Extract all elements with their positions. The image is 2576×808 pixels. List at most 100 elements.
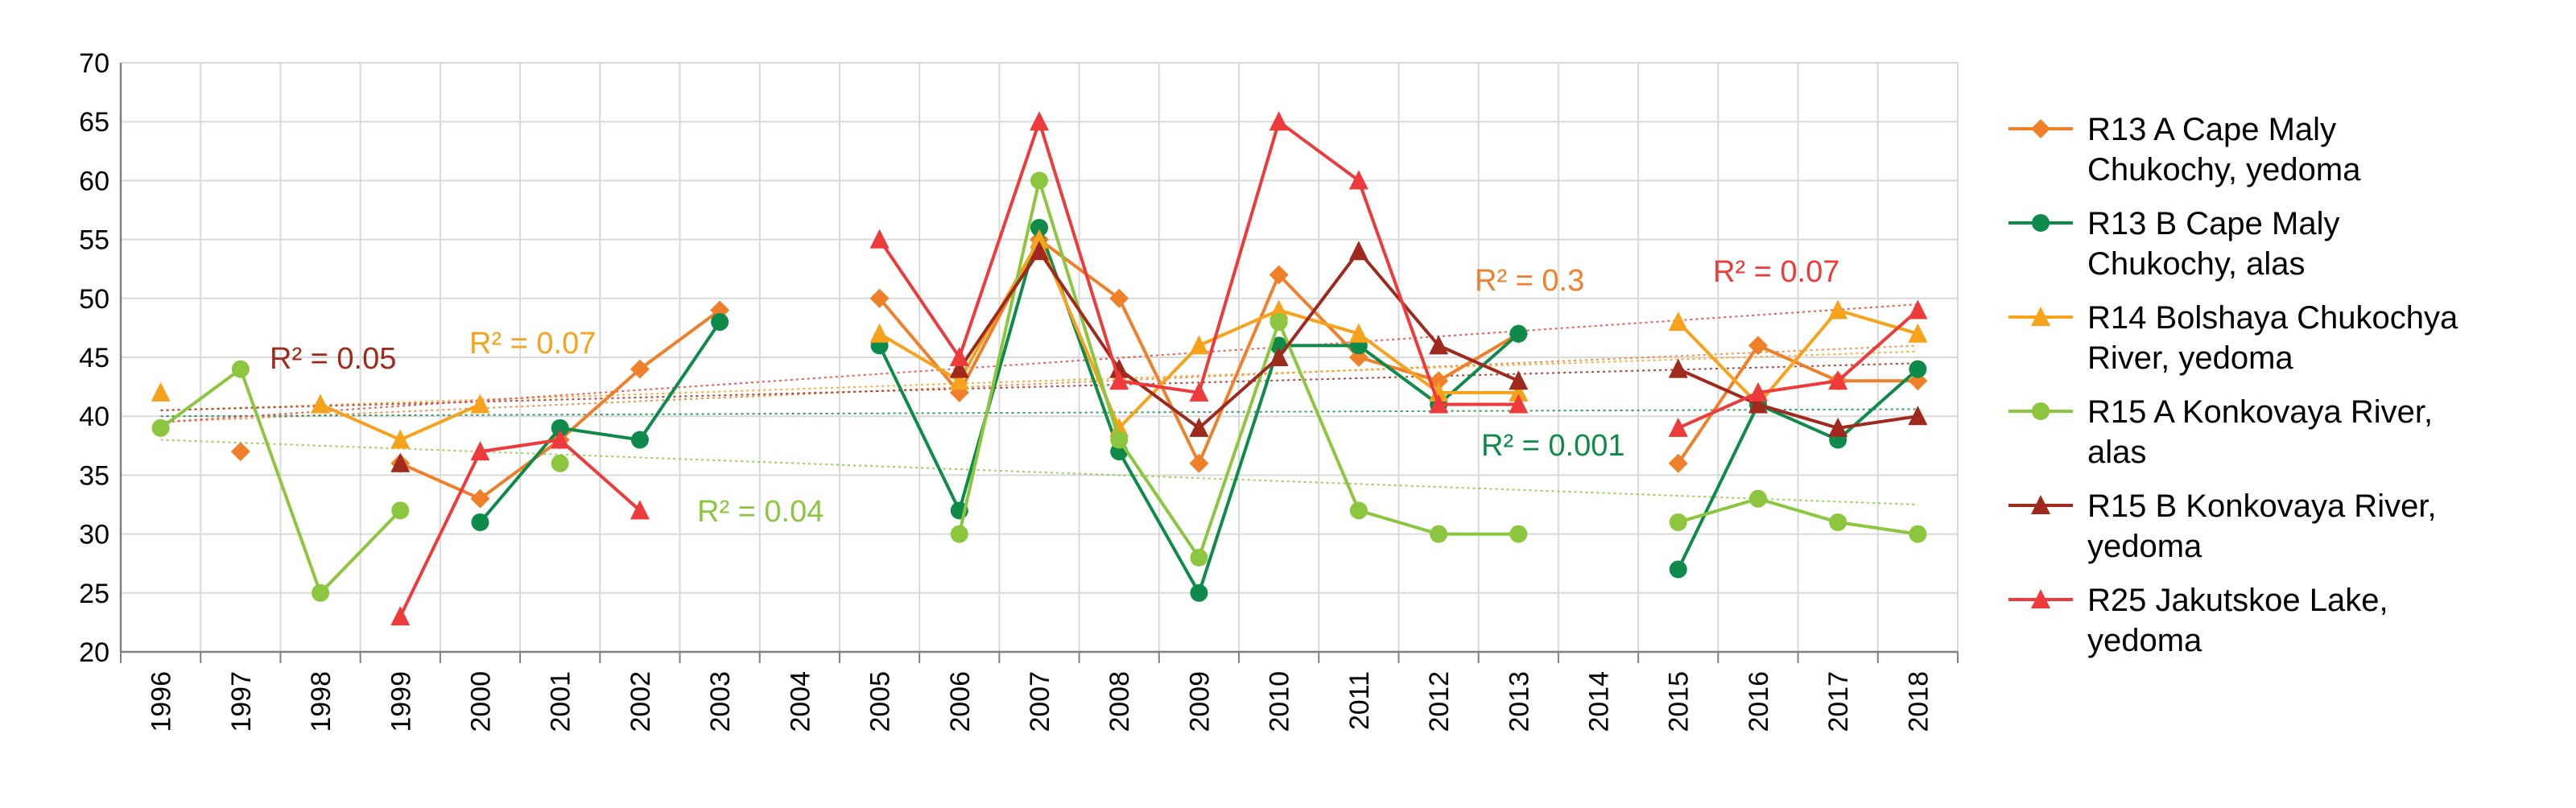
data-point-r25-jakutskoe-lake-yedoma <box>1429 394 1449 414</box>
data-point-r14-bolshaya-chukochya-river-yedoma <box>869 323 890 343</box>
data-point-r15-b-konkovaya-river-yedoma <box>949 358 969 378</box>
data-point-r15-a-konkovaya-river-alas <box>1030 171 1048 190</box>
y-tick-label: 20 <box>79 637 109 668</box>
x-tick-label: 2007 <box>1025 671 1055 732</box>
y-tick-label: 55 <box>79 225 109 256</box>
series-line-r13-b-cape-maly-chukochy-alas <box>478 320 721 524</box>
series-line-r15-b-konkovaya-river-yedoma <box>958 249 1520 430</box>
x-tick-label: 2000 <box>465 671 496 732</box>
x-tick-label: 1997 <box>226 671 257 732</box>
data-point-r15-b-konkovaya-river-yedoma <box>1908 406 1928 426</box>
data-point-r14-bolshaya-chukochya-river-yedoma <box>470 394 490 414</box>
data-point-r15-a-konkovaya-river-alas <box>1829 513 1847 531</box>
data-point-r14-bolshaya-chukochya-river-yedoma <box>1269 299 1289 319</box>
data-point-r14-bolshaya-chukochya-river-yedoma <box>1429 381 1449 402</box>
data-point-r13-b-cape-maly-chukochy-alas <box>1190 583 1208 602</box>
data-point-r15-b-konkovaya-river-yedoma <box>1668 358 1688 378</box>
data-point-r15-a-konkovaya-river-alas <box>1430 525 1448 543</box>
data-point-r15-a-konkovaya-river-alas <box>151 418 170 437</box>
data-point-r15-a-konkovaya-river-alas <box>1269 313 1288 332</box>
data-point-r14-bolshaya-chukochya-river-yedoma <box>1348 323 1368 343</box>
data-point-r14-bolshaya-chukochya-river-yedoma <box>949 370 969 390</box>
r-squared-label-r13-a-cape-maly-chukochy-yedoma: R² = 0.3 <box>1475 264 1584 298</box>
data-point-r13-b-cape-maly-chukochy-alas <box>1909 360 1927 378</box>
y-tick-label: 30 <box>79 520 109 550</box>
data-point-r15-b-konkovaya-river-yedoma <box>1269 347 1289 366</box>
x-tick-label: 2004 <box>785 671 815 732</box>
legend-label-r13-a-cape-maly-chukochy-yedoma: R13 A Cape Maly Chukochy, yedoma <box>2087 112 2361 188</box>
data-point-r15-a-konkovaya-river-alas <box>231 360 250 378</box>
data-point-r25-jakutskoe-lake-yedoma <box>1509 394 1529 414</box>
y-tick-label: 50 <box>79 284 109 315</box>
data-point-r25-jakutskoe-lake-yedoma <box>1668 417 1688 437</box>
data-point-r25-jakutskoe-lake-yedoma <box>1109 370 1129 390</box>
data-point-r14-bolshaya-chukochya-river-yedoma <box>1189 335 1209 355</box>
data-point-r15-b-konkovaya-river-yedoma <box>1748 394 1768 414</box>
r-squared-label-r15-b-konkovaya-river-yedoma: R² = 0.05 <box>270 342 396 376</box>
x-tick-label: 2012 <box>1424 671 1455 732</box>
y-tick-label: 25 <box>79 579 109 609</box>
data-point-r15-b-konkovaya-river-yedoma <box>1429 335 1449 355</box>
x-tick-label: 2008 <box>1104 671 1135 732</box>
series-line-r25-jakutskoe-lake-yedoma <box>1677 308 1919 430</box>
data-point-r13-a-cape-maly-chukochy-yedoma <box>1189 453 1209 473</box>
y-tick-label: 65 <box>79 107 109 138</box>
x-tick-label: 2005 <box>865 671 896 732</box>
legend-marker-r13-b-cape-maly-chukochy-alas <box>2032 214 2050 232</box>
data-point-r15-a-konkovaya-river-alas <box>1349 501 1368 520</box>
data-point-r25-jakutskoe-lake-yedoma <box>630 500 650 520</box>
data-point-r13-a-cape-maly-chukochy-yedoma <box>1429 371 1449 391</box>
data-point-r14-bolshaya-chukochya-river-yedoma <box>1908 323 1928 343</box>
x-tick-label: 2017 <box>1823 671 1854 732</box>
data-point-r15-a-konkovaya-river-alas <box>1509 525 1528 543</box>
data-point-r25-jakutskoe-lake-yedoma <box>1828 370 1848 390</box>
legend-label-r13-b-cape-maly-chukochy-alas: R13 B Cape Maly Chukochy, alas <box>2087 206 2339 282</box>
trendlines <box>160 303 1918 505</box>
data-point-r15-b-konkovaya-river-yedoma <box>1509 370 1529 390</box>
data-point-r15-a-konkovaya-river-alas <box>1110 431 1129 449</box>
r-squared-label-r13-b-cape-maly-chukochy-alas: R² = 0.001 <box>1481 429 1625 463</box>
data-point-r25-jakutskoe-lake-yedoma <box>1269 111 1289 131</box>
x-tick-label: 2002 <box>625 671 656 732</box>
data-point-r15-a-konkovaya-river-alas <box>1909 525 1927 543</box>
data-point-r14-bolshaya-chukochya-river-yedoma <box>390 429 411 449</box>
data-point-r14-bolshaya-chukochya-river-yedoma <box>1668 311 1688 332</box>
data-point-r14-bolshaya-chukochya-river-yedoma <box>1109 417 1129 437</box>
data-point-r13-a-cape-maly-chukochy-yedoma <box>1668 453 1688 473</box>
data-point-r13-a-cape-maly-chukochy-yedoma <box>869 288 890 308</box>
data-point-r13-b-cape-maly-chukochy-alas <box>471 513 489 531</box>
x-tick-label: 2001 <box>546 671 576 732</box>
x-tick-label: 1999 <box>386 671 416 732</box>
y-tick-label: 70 <box>79 48 109 79</box>
data-point-r25-jakutskoe-lake-yedoma <box>550 429 570 449</box>
data-point-r13-a-cape-maly-chukochy-yedoma <box>1748 336 1768 356</box>
series-line-r15-a-konkovaya-river-alas <box>1678 497 1918 536</box>
y-tick-label: 40 <box>79 402 109 432</box>
data-point-r25-jakutskoe-lake-yedoma <box>390 606 411 626</box>
trendline-r15-a-konkovaya-river-alas <box>160 439 1918 505</box>
axes: 20 25 30 35 40 45 50 55 60 65 70 1996 1997 1998 1999 20… <box>79 48 1959 732</box>
data-point-r13-b-cape-maly-chukochy-alas <box>1669 560 1687 579</box>
data-point-r15-b-konkovaya-river-yedoma <box>1828 417 1848 437</box>
series-line-r13-b-cape-maly-chukochy-alas <box>1676 368 1919 571</box>
data-point-r25-jakutskoe-lake-yedoma <box>949 347 969 366</box>
data-point-r13-b-cape-maly-chukochy-alas <box>1030 218 1048 237</box>
data-point-r14-bolshaya-chukochya-river-yedoma <box>311 394 331 414</box>
data-point-r25-jakutskoe-lake-yedoma <box>869 229 890 249</box>
legend-label-r15-a-konkovaya-river-alas: R15 A Konkovaya River, alas <box>2087 394 2433 470</box>
x-tick-label: 2003 <box>705 671 736 732</box>
x-tick-label: 1996 <box>147 671 177 732</box>
series-line-r15-a-konkovaya-river-alas <box>957 179 1519 559</box>
data-point-r25-jakutskoe-lake-yedoma <box>1908 299 1928 319</box>
data-point-r15-a-konkovaya-river-alas <box>1190 548 1208 567</box>
data-point-r15-a-konkovaya-river-alas <box>312 583 330 602</box>
legend-label-r14-bolshaya-chukochya-river-yedoma: R14 Bolshaya Chukochya River, yedoma <box>2087 300 2458 376</box>
data-point-r13-a-cape-maly-chukochy-yedoma <box>470 489 490 509</box>
trendline-r13-b-cape-maly-chukochy-alas <box>160 408 1918 418</box>
data-point-r25-jakutskoe-lake-yedoma <box>1748 381 1768 402</box>
data-point-r15-b-konkovaya-river-yedoma <box>1109 358 1129 378</box>
r-squared-label-r15-a-konkovaya-river-alas: R² = 0.04 <box>697 495 824 529</box>
series-line-r14-bolshaya-chukochya-river-yedoma <box>1677 308 1918 406</box>
x-tick-label: 1998 <box>306 671 336 732</box>
